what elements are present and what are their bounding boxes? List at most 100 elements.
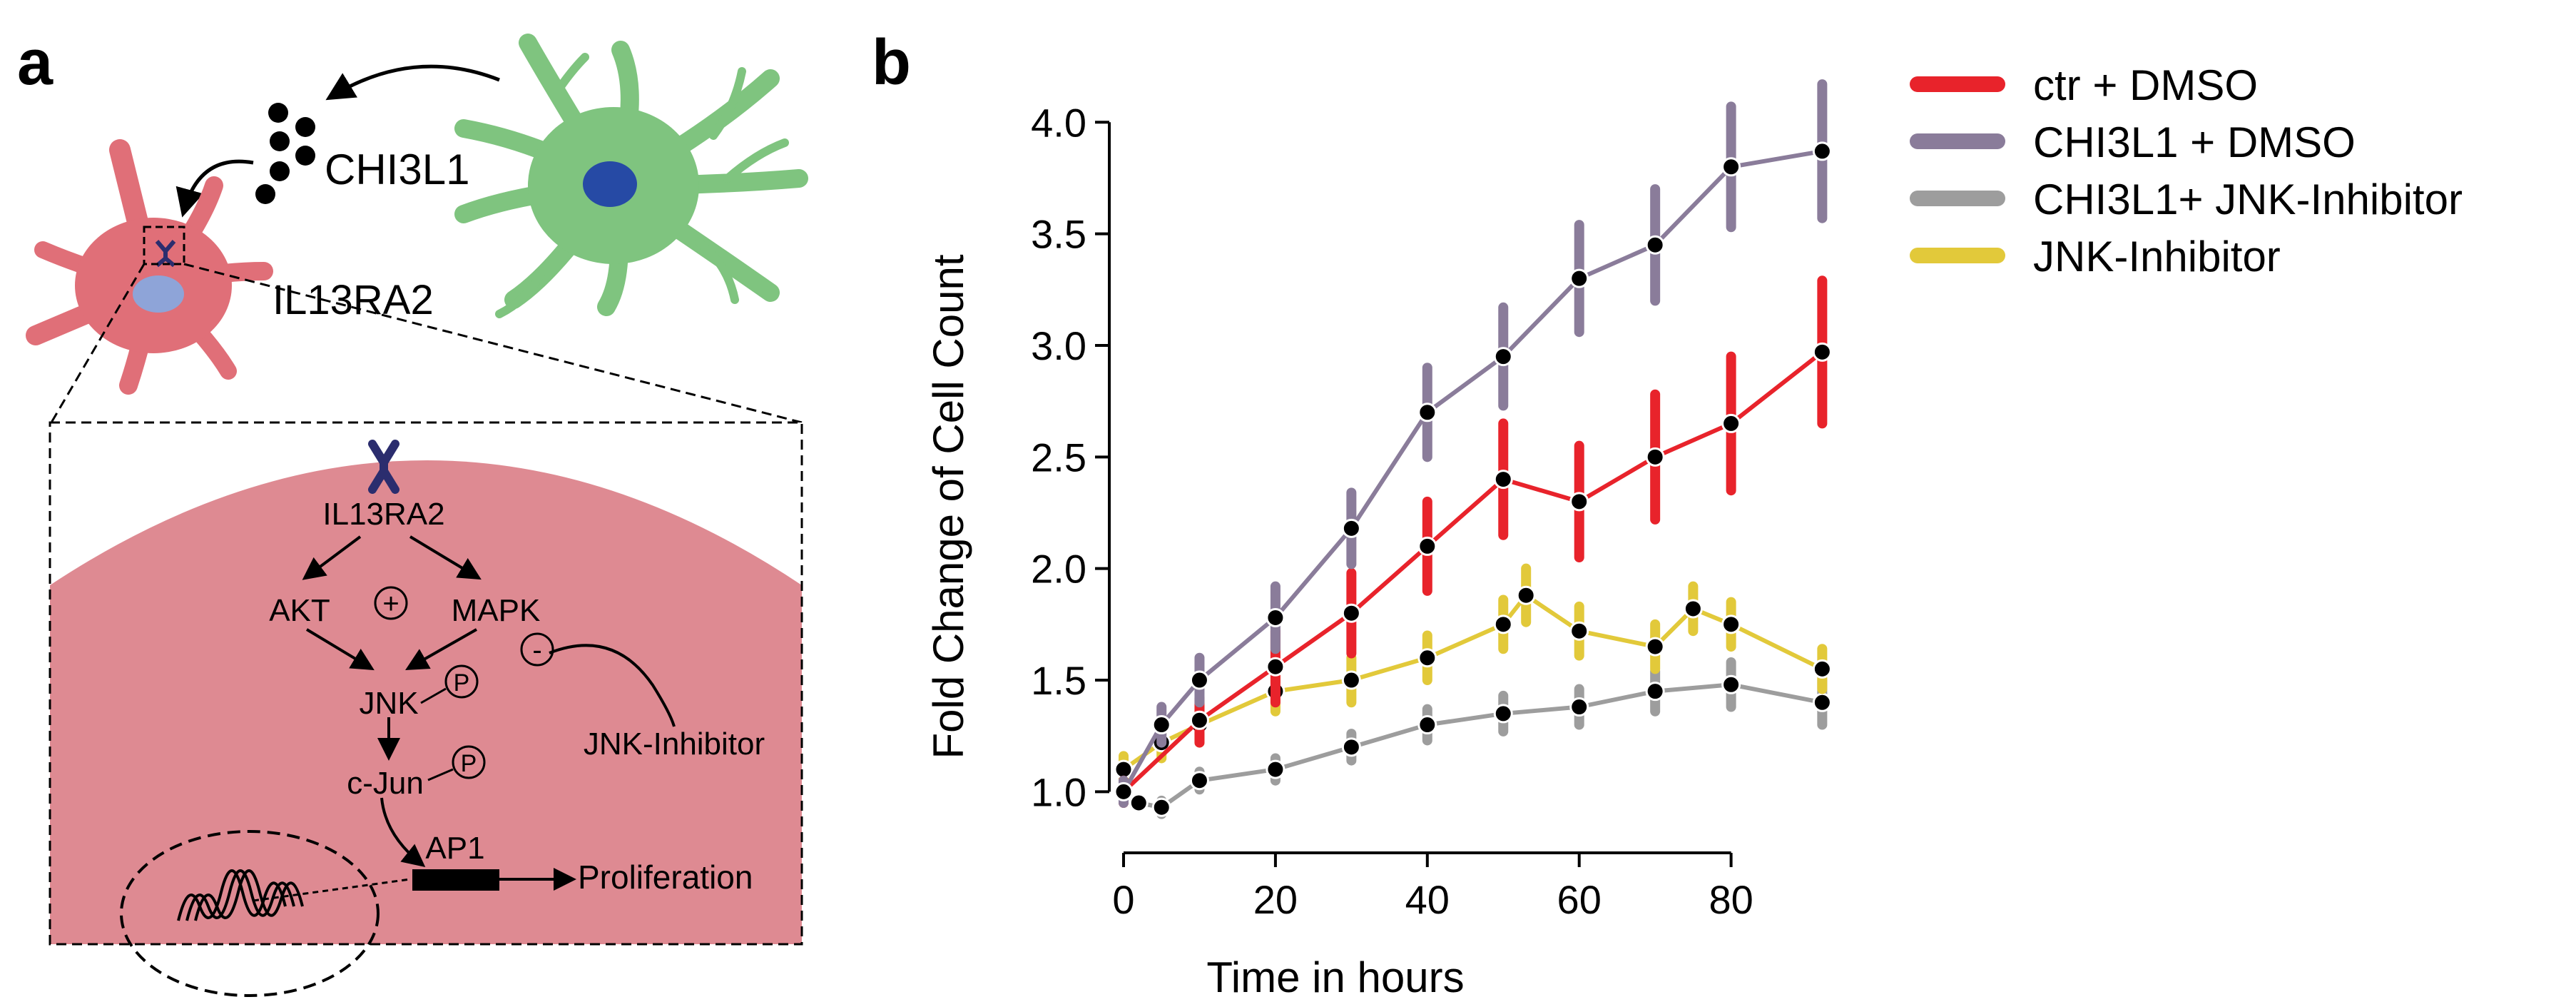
phospho-circle-cjun xyxy=(452,745,486,779)
legend-label: CHI3L1 + DMSO xyxy=(2033,118,2356,166)
panel-a-label: a xyxy=(17,27,54,98)
data-point xyxy=(1569,492,1589,512)
dna-helix xyxy=(177,869,304,921)
cell-membrane xyxy=(50,460,802,944)
y-tick-label: 3.5 xyxy=(1031,212,1086,257)
series-line xyxy=(1122,592,1823,771)
data-point xyxy=(1721,413,1741,433)
phospho-label-jnk: P xyxy=(454,669,470,697)
series-line xyxy=(1121,350,1824,794)
data-point xyxy=(1516,585,1536,605)
dna-strand xyxy=(177,869,287,921)
data-point xyxy=(1493,614,1513,634)
data-point xyxy=(1266,759,1286,779)
chi3l1-dot xyxy=(295,117,315,137)
data-point xyxy=(1114,781,1134,801)
series-ctr-dmso xyxy=(1114,275,1832,808)
x-axis-title: Time in hours xyxy=(1206,953,1464,1001)
data-point xyxy=(1493,347,1513,367)
signaling-inset: IL13RA2 AKT + MAPK - JNK P JNK-In xyxy=(49,421,803,997)
akt-label: AKT xyxy=(269,593,330,628)
chi3l1-dot xyxy=(268,103,288,123)
chi3l1-dot xyxy=(270,131,290,151)
chi3l1-dot xyxy=(270,161,290,181)
series-chi3l1-dmso xyxy=(1114,79,1832,808)
dna-strand xyxy=(194,869,304,921)
legend-label: JNK-Inhibitor xyxy=(2033,233,2281,280)
astrocyte-nucleus xyxy=(583,161,637,207)
inset-border xyxy=(49,421,803,946)
astrocyte-cell xyxy=(454,34,808,318)
data-point xyxy=(1645,637,1665,657)
data-point xyxy=(1812,342,1832,362)
astrocyte-process xyxy=(723,138,789,183)
chi3l1-dot xyxy=(295,146,315,166)
plus-label: + xyxy=(382,588,399,619)
inhibitor-label: JNK-Inhibitor xyxy=(584,727,765,761)
receptor-icon xyxy=(368,440,399,494)
y-tick-label: 1.5 xyxy=(1031,658,1086,703)
arrow-cjun-ap1 xyxy=(380,797,426,867)
ap1-label: AP1 xyxy=(425,831,484,866)
data-point xyxy=(1341,670,1361,690)
data-point xyxy=(1114,759,1134,779)
series-chi3l1-jnk-inhibitor xyxy=(1114,657,1832,819)
dna-strand xyxy=(185,869,295,921)
data-point xyxy=(1812,141,1832,161)
nucleus-outline xyxy=(120,830,380,997)
x-tick-label: 60 xyxy=(1557,877,1602,922)
x-tick-label: 0 xyxy=(1112,877,1134,922)
jnk-label: JNK xyxy=(359,686,418,721)
data-point xyxy=(1189,670,1209,690)
data-point xyxy=(1151,715,1171,735)
data-point xyxy=(1151,797,1171,817)
series-jnk-inhibitor xyxy=(1114,563,1832,788)
arrow-receptor-akt xyxy=(302,535,362,580)
secretion-arrow xyxy=(325,64,500,101)
data-point xyxy=(1189,771,1209,791)
y-tick-label: 4.0 xyxy=(1031,100,1086,145)
series-line xyxy=(1121,148,1823,793)
x-tick-label: 40 xyxy=(1405,877,1450,922)
astrocyte-process xyxy=(495,267,546,318)
data-point xyxy=(1493,470,1513,490)
data-point xyxy=(1417,403,1437,422)
cjun-label: c-Jun xyxy=(347,766,424,801)
data-point xyxy=(1341,603,1361,623)
x-tick-label: 80 xyxy=(1709,877,1753,922)
data-point xyxy=(1129,793,1149,813)
tumor-cell xyxy=(26,139,273,395)
tumor-nucleus xyxy=(133,275,184,313)
inset-receptor-label: IL13RA2 xyxy=(322,497,444,532)
chi3l1-particles xyxy=(255,103,315,204)
panel-b: b 1.0 1.5 2.0 2.5 3.0 3.5 4.0 0 20 40 60 80 Time i… xyxy=(872,27,2463,1001)
x-axis: 0 20 40 60 80 xyxy=(1112,851,1753,922)
data-point xyxy=(1417,648,1437,668)
phospho-link-cjun xyxy=(427,768,454,781)
data-point xyxy=(1341,737,1361,757)
series-layer xyxy=(1114,79,1832,819)
y-tick-label: 3.0 xyxy=(1031,323,1086,368)
astrocyte-process xyxy=(552,53,589,97)
data-point xyxy=(1493,704,1513,724)
data-point xyxy=(1812,659,1832,679)
legend: ctr + DMSO CHI3L1 + DMSO CHI3L1+ JNK-Inhib… xyxy=(1910,61,2463,280)
chart-area: 1.0 1.5 2.0 2.5 3.0 3.5 4.0 0 20 40 60 80 Time in … xyxy=(925,79,1832,1001)
zoom-region-box xyxy=(143,226,185,265)
legend-label: CHI3L1+ JNK-Inhibitor xyxy=(2033,176,2463,223)
y-tick-label: 1.0 xyxy=(1031,769,1086,814)
data-point xyxy=(1417,536,1437,556)
data-point xyxy=(1683,599,1703,619)
data-point xyxy=(1341,518,1361,538)
chi3l1-label: CHI3L1 xyxy=(325,146,469,193)
y-axis: 1.0 1.5 2.0 2.5 3.0 3.5 4.0 xyxy=(1031,100,1111,814)
proliferation-label: Proliferation xyxy=(578,859,753,896)
data-point xyxy=(1645,235,1665,255)
y-tick-label: 2.5 xyxy=(1031,435,1086,480)
activation-circle xyxy=(374,586,408,620)
y-tick-label: 2.0 xyxy=(1031,547,1086,592)
series-line xyxy=(1122,682,1823,810)
data-point xyxy=(1266,607,1286,627)
inhibition-circle xyxy=(520,632,554,667)
phospho-circle-jnk xyxy=(444,664,479,699)
